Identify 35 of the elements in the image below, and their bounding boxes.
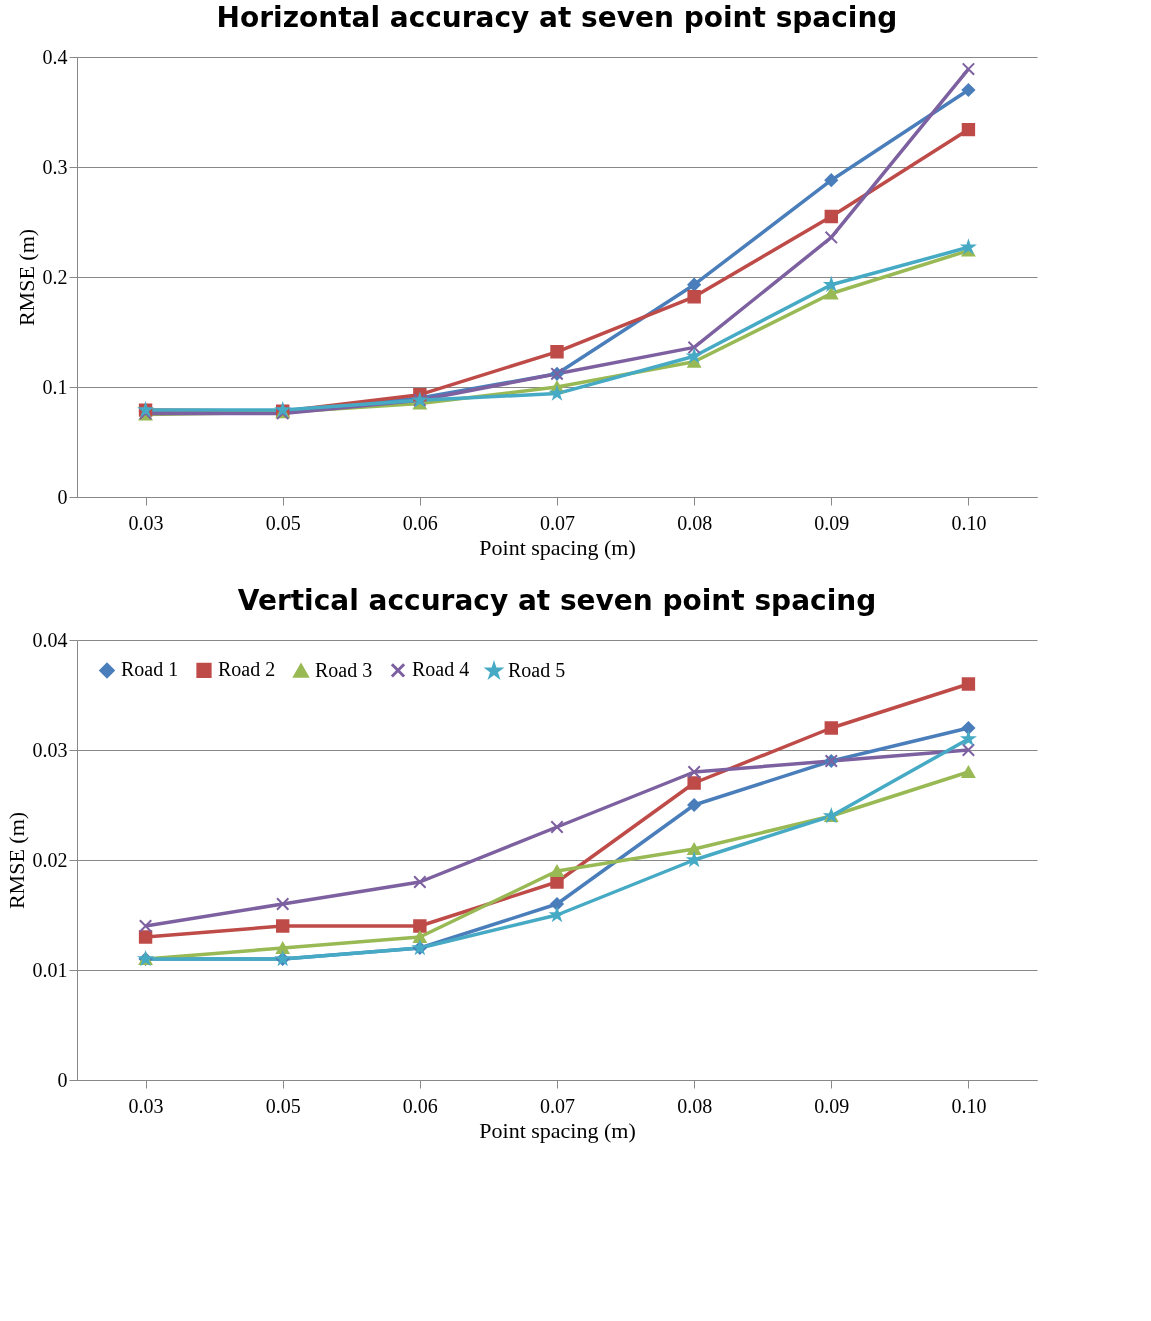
x-tick-label: 0.08 bbox=[677, 1094, 713, 1117]
chart-title: Horizontal accuracy at seven point spacing bbox=[216, 1, 898, 34]
legend-label: Road 2 bbox=[218, 658, 276, 681]
x-tick-label: 0.10 bbox=[951, 511, 987, 534]
y-tick-label: 0.04 bbox=[32, 628, 68, 651]
x-axis-title: Point spacing (m) bbox=[479, 1117, 636, 1143]
y-tick-label: 0.02 bbox=[32, 848, 68, 871]
x-tick-label: 0.05 bbox=[265, 1094, 301, 1117]
x-tick-label: 0.10 bbox=[951, 1094, 987, 1117]
x-axis-title: Point spacing (m) bbox=[479, 534, 636, 560]
x-tick-label: 0.06 bbox=[402, 511, 438, 534]
y-tick-label: 0.1 bbox=[42, 375, 68, 398]
y-tick-label: 0 bbox=[57, 1068, 68, 1091]
x-tick-label: 0.06 bbox=[402, 1094, 438, 1117]
legend-label: Road 4 bbox=[412, 658, 470, 681]
x-tick-label: 0.07 bbox=[540, 511, 575, 534]
legend-label: Road 1 bbox=[121, 658, 179, 681]
y-tick-label: 0.03 bbox=[32, 738, 68, 761]
x-tick-label: 0.07 bbox=[540, 1094, 575, 1117]
x-tick-label: 0.03 bbox=[128, 1094, 164, 1117]
y-tick-label: 0.01 bbox=[32, 958, 68, 981]
x-tick-label: 0.09 bbox=[814, 1094, 850, 1117]
x-tick-label: 0.08 bbox=[677, 511, 713, 534]
y-axis-title: RMSE (m) bbox=[13, 228, 39, 327]
chart-title: Vertical accuracy at seven point spacing bbox=[237, 584, 877, 617]
x-tick-label: 0.03 bbox=[128, 511, 164, 534]
y-tick-label: 0.3 bbox=[42, 155, 68, 178]
x-tick-label: 0.09 bbox=[814, 511, 850, 534]
y-tick-label: 0.2 bbox=[42, 265, 68, 288]
y-tick-label: 0.4 bbox=[42, 45, 68, 68]
y-tick-label: 0 bbox=[57, 485, 68, 508]
legend-label: Road 5 bbox=[508, 659, 566, 682]
x-tick-label: 0.05 bbox=[265, 511, 301, 534]
y-axis-title: RMSE (m) bbox=[3, 811, 29, 910]
legend-label: Road 3 bbox=[315, 658, 373, 681]
